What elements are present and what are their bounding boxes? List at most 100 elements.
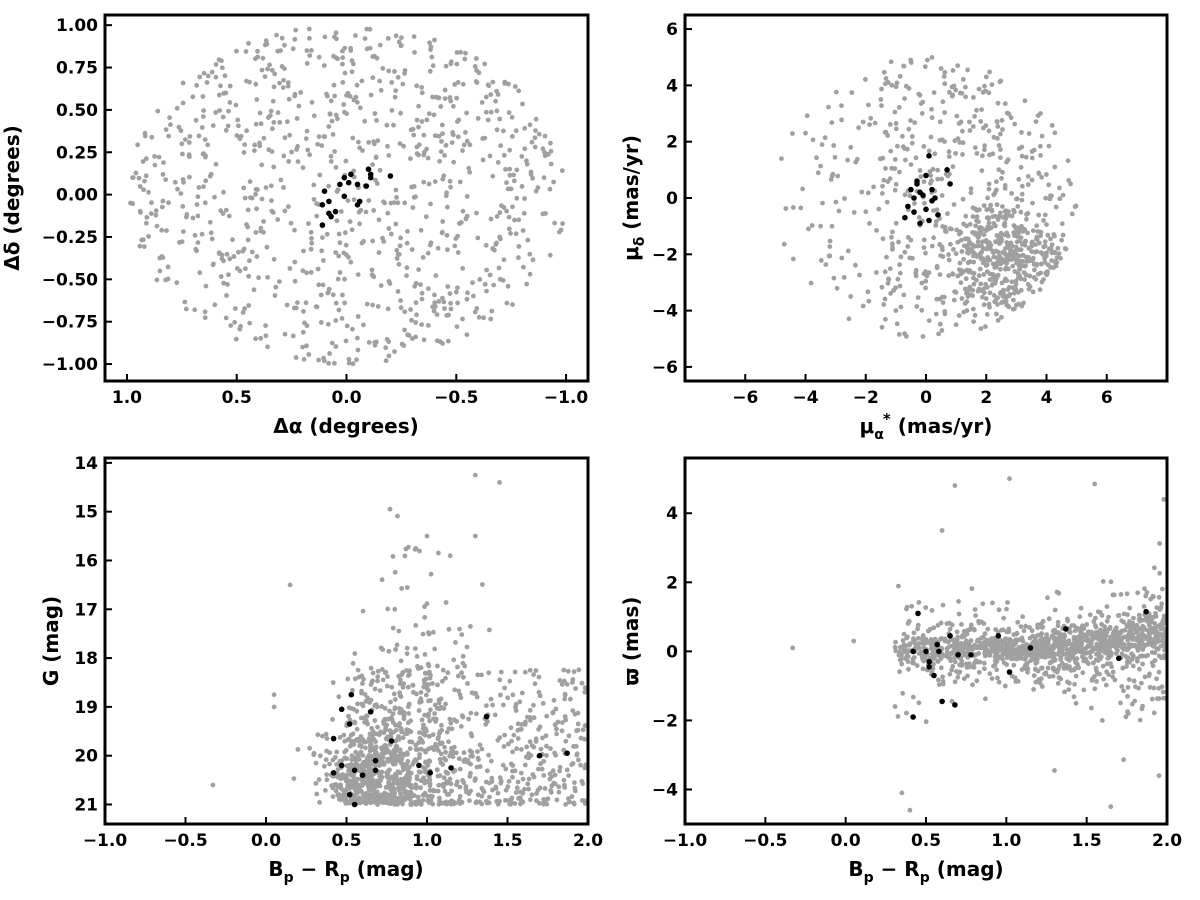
y-tick-label: 4 xyxy=(666,76,678,96)
field-star-point xyxy=(418,690,424,695)
field-star-point xyxy=(1104,618,1110,624)
field-star-point xyxy=(454,61,460,67)
field-star-point xyxy=(1018,164,1024,170)
field-star-point xyxy=(377,167,383,173)
field-star-point xyxy=(856,125,861,131)
field-star-point xyxy=(336,792,342,798)
field-star-point xyxy=(935,659,941,664)
field-star-point xyxy=(803,130,808,136)
field-star-point xyxy=(223,315,229,321)
field-star-point xyxy=(197,270,203,276)
field-star-point xyxy=(1025,174,1031,179)
field-star-point xyxy=(159,204,165,210)
field-star-point xyxy=(346,254,351,260)
x-tick-label: 0.0 xyxy=(251,831,281,851)
field-star-point xyxy=(1119,645,1125,650)
member-star-point xyxy=(902,214,908,221)
field-star-point xyxy=(333,788,339,794)
field-star-point xyxy=(497,116,503,122)
field-star-point xyxy=(964,308,970,313)
field-star-point xyxy=(255,48,260,54)
field-star-point xyxy=(357,105,363,111)
field-star-point xyxy=(1157,541,1162,546)
field-star-point xyxy=(1018,209,1024,215)
field-star-point xyxy=(960,128,965,134)
member-star-point xyxy=(354,181,361,188)
field-star-point xyxy=(380,677,386,683)
field-star-point xyxy=(936,682,942,687)
field-star-point xyxy=(369,778,375,783)
field-star-point xyxy=(1000,127,1005,132)
field-star-point xyxy=(888,59,894,65)
field-star-point xyxy=(490,79,496,85)
field-star-point xyxy=(379,667,385,672)
field-star-point xyxy=(335,187,341,193)
field-star-point xyxy=(971,95,976,100)
field-star-point xyxy=(487,272,493,278)
field-star-point xyxy=(520,776,526,782)
field-star-point xyxy=(1121,688,1126,694)
field-star-point xyxy=(889,234,894,240)
field-star-point xyxy=(426,733,432,739)
field-star-point xyxy=(937,272,943,277)
field-star-point xyxy=(260,55,266,61)
field-star-point xyxy=(167,115,173,121)
field-star-point xyxy=(571,744,576,749)
field-star-point xyxy=(863,209,869,215)
field-star-point xyxy=(527,739,533,745)
field-star-point xyxy=(975,243,981,249)
field-star-point xyxy=(506,110,512,115)
field-star-point xyxy=(582,801,588,806)
field-star-point xyxy=(956,121,962,126)
field-star-point xyxy=(1000,649,1005,654)
field-star-point xyxy=(500,762,506,768)
field-star-point xyxy=(972,312,978,318)
field-star-point xyxy=(1099,613,1105,618)
field-star-point xyxy=(182,299,188,305)
field-star-point xyxy=(1156,696,1162,701)
field-star-point xyxy=(1012,269,1018,274)
field-star-point xyxy=(1127,619,1132,624)
field-star-point xyxy=(533,668,539,673)
field-star-point xyxy=(561,777,567,783)
field-star-point xyxy=(1041,218,1046,223)
field-star-point xyxy=(308,229,314,235)
field-star-point xyxy=(348,732,354,738)
field-star-point xyxy=(950,164,956,170)
field-star-point xyxy=(860,119,866,125)
field-star-point xyxy=(434,767,440,772)
field-star-point xyxy=(906,618,912,624)
field-star-point xyxy=(468,753,474,759)
field-star-point xyxy=(357,743,363,749)
field-star-point xyxy=(333,30,339,36)
field-star-point xyxy=(413,742,419,748)
field-star-point xyxy=(259,196,265,202)
field-star-point xyxy=(136,175,142,181)
field-star-point xyxy=(986,301,992,307)
field-star-point xyxy=(439,122,445,128)
field-star-point xyxy=(1000,169,1005,175)
field-star-point xyxy=(958,280,964,286)
field-star-point xyxy=(853,262,858,268)
field-star-point xyxy=(385,36,391,41)
field-star-point xyxy=(479,672,484,678)
field-star-point xyxy=(516,244,522,249)
field-star-point xyxy=(968,190,974,196)
field-star-point xyxy=(894,321,900,327)
field-star-point xyxy=(336,694,342,700)
field-star-point xyxy=(350,326,355,332)
field-star-point xyxy=(1084,622,1090,627)
y-tick-label: 0.75 xyxy=(56,59,98,79)
field-star-point xyxy=(919,280,925,286)
field-star-point xyxy=(926,318,932,323)
field-star-point xyxy=(472,533,478,539)
field-star-point xyxy=(942,224,948,230)
field-star-point xyxy=(1030,200,1035,206)
field-star-point xyxy=(362,692,368,697)
field-star-point xyxy=(1160,635,1166,641)
field-star-point xyxy=(249,249,255,255)
field-star-point xyxy=(529,792,535,798)
field-star-point xyxy=(512,217,517,223)
field-star-point xyxy=(940,300,946,305)
field-star-point xyxy=(413,782,418,787)
